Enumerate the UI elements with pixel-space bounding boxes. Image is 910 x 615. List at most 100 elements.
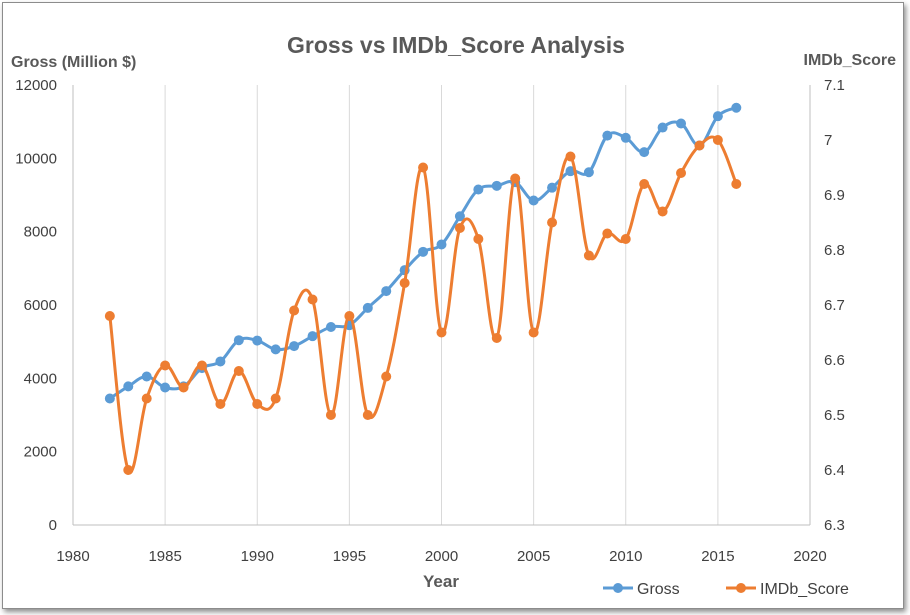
imdb-score-point	[307, 294, 318, 305]
imdb-score-point	[639, 179, 650, 189]
imdb-score-point	[583, 250, 594, 261]
imdb-score-point	[178, 382, 189, 393]
gross-point	[620, 132, 631, 143]
right-y-tick-label: 6.8	[824, 242, 845, 259]
imdb-score-point	[362, 410, 373, 420]
imdb-score-point	[325, 410, 336, 420]
imdb-score-point	[436, 327, 447, 338]
gross-point	[123, 381, 134, 392]
right-y-tick-label: 6.4	[824, 462, 845, 479]
x-tick-label: 1990	[241, 548, 274, 565]
left-y-tick-label: 4000	[24, 370, 57, 387]
x-tick-label: 2000	[425, 548, 458, 565]
imdb-score-point	[418, 162, 429, 173]
gross-point	[270, 344, 281, 355]
gross-point	[104, 393, 115, 404]
series-gross	[104, 102, 742, 404]
right-y-tick-label: 7	[824, 132, 832, 149]
axes: 1980 1985 1990 1995 2000 2005 2010 2015 2020 0 200…	[15, 77, 845, 565]
left-y-tick-label: 2000	[24, 444, 57, 461]
imdb-score-point	[270, 393, 281, 404]
gross-point	[528, 195, 539, 206]
right-y-tick-label: 6.9	[824, 187, 845, 204]
x-tick-label: 1995	[333, 548, 366, 565]
imdb-score-point	[731, 179, 742, 189]
x-axis-title: Year	[423, 572, 459, 591]
gross-point	[418, 246, 429, 257]
legend-gross-label: Gross	[637, 581, 680, 598]
chart-area: Gross vs IMDb_Score Analysis Gross (Mill…	[2, 2, 904, 609]
x-tick-label: 1985	[148, 548, 181, 565]
imdb-score-point	[454, 223, 465, 233]
legend-imdb-label: IMDb_Score	[760, 581, 849, 598]
imdb-score-point	[676, 168, 687, 178]
imdb-score-point	[657, 206, 668, 217]
imdb-score-point	[344, 311, 355, 321]
right-y-tick-label: 6.6	[824, 352, 845, 369]
chart-title: Gross vs IMDb_Score Analysis	[287, 32, 625, 58]
imdb-score-point	[141, 393, 152, 404]
imdb-score-point	[620, 234, 631, 244]
gross-point	[233, 335, 244, 346]
imdb-score-point	[289, 305, 300, 316]
gross-point	[252, 335, 263, 346]
gross-point	[639, 147, 650, 158]
left-y-tick-label: 12000	[15, 77, 57, 94]
imdb-score-point	[104, 311, 115, 321]
imdb-score-point	[381, 371, 392, 382]
legend-gross-marker	[613, 583, 623, 593]
imdb-score-point	[528, 327, 539, 338]
gross-point	[491, 180, 502, 191]
x-tick-label: 1980	[56, 548, 89, 565]
gross-point	[362, 302, 373, 313]
imdb-score-point	[510, 173, 521, 184]
right-y-tick-label: 6.3	[824, 517, 845, 534]
gross-point	[676, 118, 687, 129]
gross-point	[657, 122, 668, 133]
gross-point	[325, 322, 336, 332]
imdb-score-point	[473, 234, 484, 244]
gross-point	[547, 182, 558, 193]
imdb-score-point	[160, 360, 171, 371]
imdb-score-point	[215, 399, 226, 409]
imdb-score-point	[491, 333, 502, 343]
imdb-score-point	[547, 217, 558, 228]
imdb-score-point	[602, 228, 613, 239]
gross-point	[307, 331, 318, 342]
gross-point	[289, 341, 300, 352]
gross-point	[602, 130, 613, 141]
imdb-score-point	[712, 135, 723, 145]
imdb-score-point	[694, 140, 705, 151]
gross-point	[215, 356, 226, 367]
imdb-score-point	[399, 278, 410, 288]
gross-point	[731, 102, 742, 113]
gross-point	[381, 286, 392, 297]
gross-point	[436, 239, 447, 250]
imdb-score-point	[233, 366, 244, 376]
left-y-tick-label: 8000	[24, 224, 57, 241]
right-axis-title: IMDb_Score	[804, 52, 897, 69]
left-y-tick-label: 10000	[15, 150, 57, 167]
right-y-tick-label: 6.5	[824, 407, 845, 424]
gridlines	[164, 85, 811, 525]
left-axis-title: Gross (Million $)	[11, 54, 136, 71]
imdb-score-point	[196, 360, 207, 371]
legend-imdb-marker	[736, 583, 746, 593]
imdb-score-point	[123, 465, 134, 475]
left-y-tick-label: 6000	[24, 297, 57, 314]
series-layer	[104, 102, 742, 475]
series-imdb-score	[104, 135, 742, 475]
x-tick-label: 2015	[701, 548, 734, 565]
x-tick-label: 2010	[609, 548, 642, 565]
gross-point	[160, 382, 171, 393]
gross-point	[141, 371, 152, 382]
gross-point	[473, 184, 484, 195]
gross-point	[712, 111, 723, 122]
legend: Gross IMDb_Score	[603, 581, 849, 598]
chart-svg: Gross vs IMDb_Score Analysis Gross (Mill…	[11, 32, 897, 598]
gross-point	[454, 211, 465, 222]
left-y-tick-label: 0	[49, 517, 57, 534]
imdb-score-point	[565, 151, 576, 162]
x-tick-label: 2020	[793, 548, 826, 565]
right-y-tick-label: 7.1	[824, 77, 845, 94]
